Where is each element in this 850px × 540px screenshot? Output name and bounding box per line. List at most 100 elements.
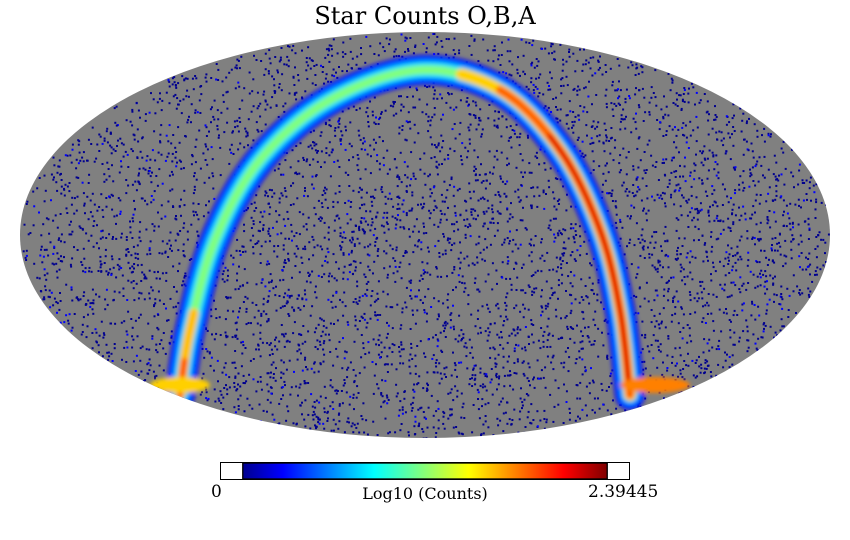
- pixel: [158, 168, 161, 171]
- pixel: [319, 216, 322, 219]
- pixel: [259, 221, 262, 224]
- pixel: [167, 152, 170, 155]
- pixel: [342, 384, 345, 387]
- pixel: [384, 379, 387, 382]
- pixel: [687, 364, 690, 367]
- pixel: [193, 214, 195, 217]
- pixel: [398, 178, 401, 181]
- pixel: [252, 234, 255, 237]
- pixel: [149, 252, 152, 255]
- pixel: [643, 257, 646, 259]
- pixel: [169, 247, 171, 250]
- pixel: [717, 177, 720, 180]
- pixel: [478, 235, 481, 238]
- pixel: [814, 248, 817, 250]
- pixel: [205, 327, 207, 330]
- pixel: [551, 356, 554, 359]
- pixel: [642, 248, 645, 251]
- pixel: [667, 290, 670, 293]
- pixel: [64, 183, 67, 186]
- pixel: [260, 130, 263, 133]
- pixel: [764, 270, 767, 273]
- pixel: [164, 251, 167, 254]
- pixel: [641, 361, 644, 363]
- pixel: [293, 321, 296, 324]
- pixel: [257, 240, 260, 243]
- pixel: [376, 160, 379, 163]
- pixel: [460, 89, 463, 92]
- pixel: [333, 129, 336, 132]
- pixel: [283, 345, 286, 348]
- pixel: [53, 246, 56, 249]
- pixel: [213, 388, 216, 391]
- pixel: [314, 175, 317, 178]
- pixel: [478, 119, 481, 122]
- pixel: [503, 241, 506, 244]
- pixel: [192, 210, 195, 213]
- pixel: [499, 344, 502, 346]
- pixel: [671, 79, 674, 82]
- pixel: [219, 390, 222, 393]
- pixel: [252, 139, 255, 142]
- pixel: [742, 153, 745, 156]
- pixel: [577, 136, 580, 139]
- pixel: [239, 307, 241, 310]
- pixel: [559, 256, 562, 259]
- pixel: [548, 85, 550, 87]
- pixel: [265, 263, 268, 266]
- pixel: [291, 239, 293, 242]
- pixel: [269, 342, 272, 345]
- pixel: [126, 346, 129, 349]
- pixel: [84, 212, 86, 215]
- pixel: [550, 77, 553, 80]
- pixel: [364, 148, 367, 151]
- pixel: [542, 334, 545, 337]
- pixel: [651, 164, 654, 167]
- pixel: [541, 310, 544, 313]
- pixel: [369, 100, 371, 103]
- pixel: [133, 299, 136, 302]
- pixel: [202, 152, 205, 155]
- pixel: [327, 226, 330, 229]
- pixel: [685, 256, 688, 259]
- pixel: [480, 181, 483, 184]
- pixel: [748, 185, 751, 188]
- pixel: [484, 415, 487, 417]
- pixel: [177, 82, 180, 85]
- pixel: [607, 171, 610, 174]
- pixel: [396, 270, 399, 273]
- pixel: [439, 150, 442, 153]
- pixel: [136, 156, 139, 159]
- pixel: [93, 220, 96, 223]
- pixel: [115, 237, 118, 240]
- pixel: [353, 245, 356, 247]
- pixel: [221, 80, 224, 83]
- pixel: [212, 187, 215, 190]
- pixel: [284, 259, 286, 262]
- pixel: [597, 59, 600, 62]
- pixel: [147, 322, 150, 325]
- pixel: [60, 172, 62, 175]
- pixel: [652, 334, 655, 337]
- pixel: [549, 228, 552, 231]
- pixel: [762, 323, 765, 326]
- pixel: [317, 323, 320, 326]
- pixel: [608, 386, 610, 388]
- pixel: [569, 412, 571, 414]
- pixel: [404, 251, 407, 254]
- pixel: [398, 55, 400, 58]
- pixel: [273, 91, 276, 94]
- pixel: [333, 277, 336, 280]
- pixel: [407, 121, 409, 124]
- pixel: [723, 289, 726, 292]
- pixel: [442, 113, 444, 116]
- pixel: [355, 63, 358, 66]
- pixel: [388, 38, 391, 41]
- pixel: [669, 89, 672, 92]
- pixel: [408, 209, 411, 212]
- pixel: [772, 277, 774, 280]
- pixel: [302, 159, 305, 161]
- pixel: [107, 358, 110, 361]
- pixel: [662, 158, 665, 161]
- pixel: [683, 89, 686, 91]
